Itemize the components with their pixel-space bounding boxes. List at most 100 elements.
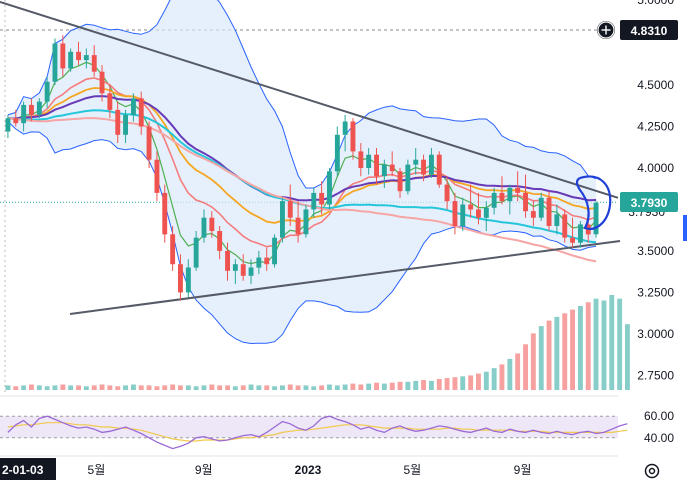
candle-body: [570, 237, 575, 243]
volume-bar: [342, 384, 348, 390]
volume-bar: [272, 386, 277, 390]
crosshair-price-badge[interactable]: 4.8310: [597, 20, 678, 40]
bollinger-fill: [7, 0, 597, 344]
price-tick: 3.0000: [637, 327, 674, 341]
candle-body: [303, 209, 309, 235]
candle-body: [52, 43, 58, 82]
time-tick: 9월: [514, 463, 532, 477]
volume-bar: [491, 368, 497, 390]
volume-bar: [217, 385, 223, 390]
candle-body: [123, 114, 128, 135]
volume-bar: [240, 385, 246, 390]
candle-body: [342, 121, 348, 135]
moving-averages: [7, 61, 597, 265]
volume-bar: [68, 385, 74, 390]
volume-bar: [593, 298, 599, 390]
candle-body: [60, 43, 66, 69]
volume-bar: [146, 385, 152, 390]
price-tick: 3.5000: [637, 244, 674, 258]
current-price-label: 3.7930: [631, 196, 668, 210]
price-tick: 4.5000: [637, 78, 674, 92]
volume-bar: [476, 373, 481, 390]
volume-bar: [499, 364, 505, 390]
volume-bar: [327, 384, 332, 390]
volume-bar: [52, 385, 58, 390]
volume-bar: [287, 384, 293, 390]
scroll-handle[interactable]: [683, 215, 687, 241]
ema-50-line: [7, 77, 597, 248]
candle-body: [562, 214, 568, 238]
candle-body: [131, 98, 136, 115]
candle-body: [272, 237, 277, 265]
volume-bar: [585, 302, 591, 390]
volume-bar: [311, 386, 317, 390]
volume-bar: [483, 371, 489, 390]
volume-bar: [76, 385, 81, 390]
volume-bar: [201, 385, 207, 390]
volume-bar: [83, 386, 89, 390]
candle-body: [389, 164, 395, 172]
candle-body: [248, 267, 254, 276]
volume-bar: [546, 320, 552, 390]
volume-bar: [185, 385, 191, 390]
candle-body: [444, 184, 450, 202]
volume-bar: [358, 384, 364, 390]
candle-body: [523, 192, 528, 212]
candles: [5, 35, 599, 301]
start-date-label: 2-01-03: [2, 463, 44, 477]
candle-body: [99, 71, 105, 94]
candle-body: [280, 201, 285, 238]
trendlines: [0, 1, 621, 315]
candle-body: [287, 201, 293, 218]
candle-body: [491, 192, 497, 208]
candle-body: [83, 55, 89, 61]
price-tick-top: 5.0000: [637, 0, 674, 7]
volume-bar: [515, 353, 521, 390]
volume-bar: [507, 358, 513, 390]
candle-body: [264, 257, 270, 265]
time-tick: 9월: [195, 463, 213, 477]
volume-bar: [248, 384, 254, 390]
candle-body: [5, 118, 11, 132]
crosshair-price-label: 4.8310: [631, 24, 668, 38]
candle-body: [44, 81, 50, 102]
price-tick: 4.0000: [637, 161, 674, 175]
volume-bar: [225, 385, 230, 390]
volume-bar: [29, 384, 34, 390]
annotation-circle: [575, 175, 612, 230]
candle-body: [146, 126, 152, 160]
candle-body: [232, 264, 238, 271]
volume-bar: [232, 386, 238, 390]
volume-bar: [617, 298, 623, 390]
candle-body: [295, 217, 301, 235]
volume-bar: [36, 385, 42, 390]
ema-100-line: [7, 87, 597, 224]
candle-body: [350, 121, 356, 152]
candle-body: [185, 267, 191, 293]
candle-body: [476, 209, 481, 218]
start-date-box: 2-01-03: [0, 458, 56, 480]
volume-bar: [44, 386, 50, 390]
volume-bar: [460, 376, 466, 390]
candle-body: [217, 231, 223, 251]
volume-bar: [209, 384, 215, 390]
sma-long-line: [7, 117, 597, 263]
price-tick: 2.7500: [637, 368, 674, 382]
volume-bar: [99, 384, 105, 390]
candle-body: [170, 234, 176, 265]
rsi-tick: 40.00: [644, 431, 674, 445]
plus-circle-icon[interactable]: [597, 21, 615, 39]
volume-bar: [256, 385, 262, 390]
gear-icon[interactable]: [644, 463, 660, 479]
candle-body: [201, 217, 207, 238]
candle-body: [452, 201, 458, 226]
candle-body: [334, 134, 340, 172]
candle-body: [554, 214, 560, 226]
candle-body: [256, 257, 262, 268]
time-tick: 2023: [295, 463, 322, 477]
volume-bar: [60, 384, 66, 390]
volume-bar: [578, 306, 583, 390]
bollinger-lower: [7, 121, 597, 345]
time-tick: 5월: [403, 463, 421, 477]
